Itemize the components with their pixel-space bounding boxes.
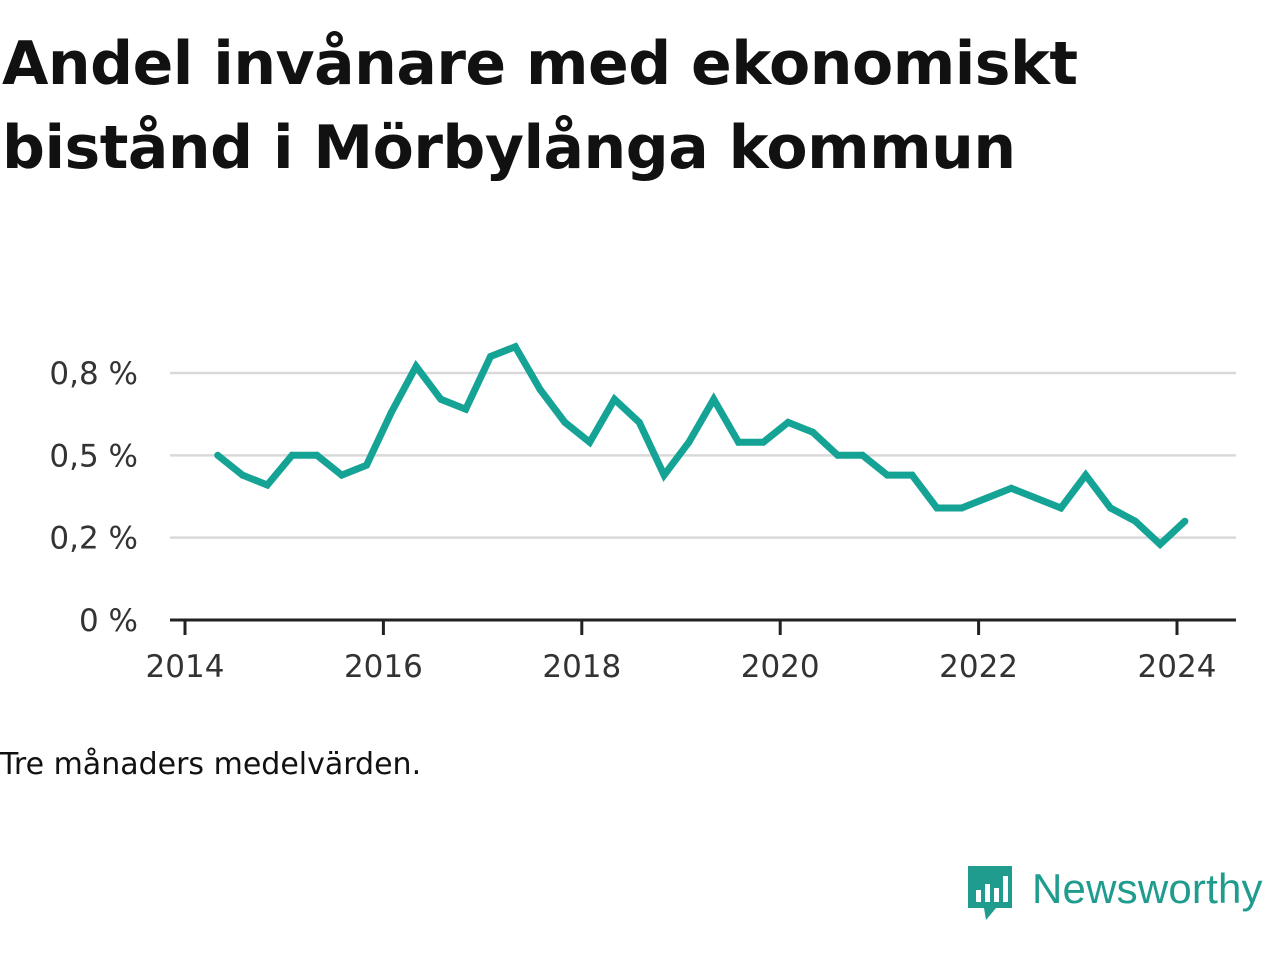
data-point-8 (412, 362, 420, 370)
chart-title: Andel invånare med ekonomiskt bistånd i … (2, 29, 1078, 183)
data-point-35 (1082, 471, 1090, 479)
data-point-25 (834, 451, 842, 459)
x-tick-label-1: 2016 (344, 649, 423, 685)
data-point-34 (1057, 504, 1065, 512)
data-point-37 (1131, 517, 1139, 525)
gridlines (170, 371, 1236, 539)
y-tick-label-0: 0 % (79, 603, 138, 639)
data-point-19 (685, 438, 693, 446)
newsworthy-logo-icon (968, 866, 1012, 920)
y-axis-tick-labels: 0 % 0,2 % 0,5 % 0,8 % (49, 356, 138, 639)
x-tick-label-5: 2024 (1138, 649, 1217, 685)
data-point-6 (363, 461, 370, 469)
data-point-14 (561, 418, 569, 426)
data-point-1 (239, 471, 246, 479)
data-point-27 (883, 471, 891, 479)
data-point-32 (1007, 484, 1015, 492)
data-point-26 (859, 451, 866, 459)
x-tick-label-2: 2018 (542, 649, 621, 685)
data-point-20 (710, 395, 718, 403)
data-point-22 (759, 438, 767, 446)
data-point-38 (1156, 540, 1164, 548)
x-axis-tick-labels: 2014 2016 2018 2020 2022 2024 (146, 649, 1217, 685)
series-layer (214, 342, 1189, 550)
data-point-28 (908, 471, 916, 479)
x-tick-label-0: 2014 (146, 649, 225, 685)
data-point-29 (933, 504, 941, 512)
y-tick-label-2: 0,5 % (49, 438, 138, 474)
y-tick-label-1: 0,2 % (49, 521, 138, 557)
data-point-10 (462, 405, 470, 413)
series-line-0 (215, 342, 1188, 550)
chart-note: Tre månaders medelvärden. (0, 747, 422, 782)
data-point-13 (536, 386, 544, 393)
x-tick-label-3: 2020 (741, 649, 820, 685)
x-axis (170, 618, 1236, 635)
data-point-24 (809, 428, 817, 436)
data-point-16 (611, 395, 618, 403)
data-point-31 (983, 494, 990, 502)
data-point-12 (511, 343, 519, 351)
data-point-39 (1181, 517, 1189, 525)
data-point-0 (214, 451, 222, 459)
data-point-21 (735, 438, 742, 446)
data-point-30 (958, 504, 966, 512)
y-tick-label-3: 0,8 % (49, 356, 138, 392)
data-point-33 (1032, 494, 1040, 502)
data-point-2 (263, 481, 271, 489)
data-point-9 (437, 395, 445, 403)
data-point-17 (635, 418, 643, 426)
data-point-5 (338, 471, 346, 479)
data-point-3 (288, 451, 296, 459)
brand-logo: Newsworthy (964, 862, 1263, 926)
data-point-18 (660, 471, 668, 479)
data-point-36 (1107, 504, 1114, 512)
data-point-23 (784, 418, 792, 426)
brand-name: Newsworthy (1032, 865, 1263, 912)
data-point-11 (487, 353, 494, 360)
data-point-7 (387, 409, 395, 416)
data-point-4 (313, 451, 321, 459)
data-point-15 (586, 438, 594, 446)
x-tick-label-4: 2022 (939, 649, 1018, 685)
